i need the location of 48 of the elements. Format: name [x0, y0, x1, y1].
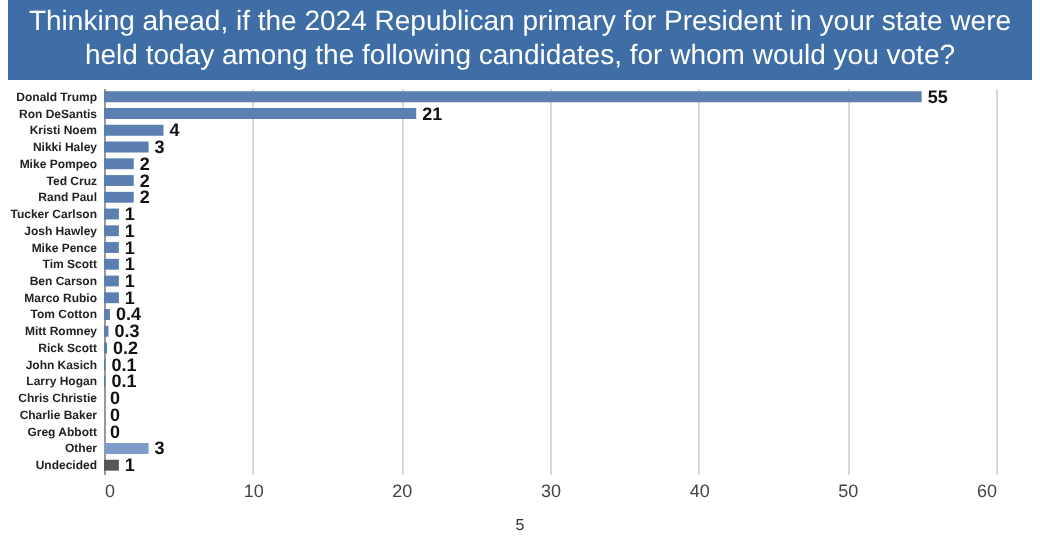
- x-tick-label: 50: [838, 481, 859, 501]
- bar: [104, 191, 134, 203]
- bar: [104, 242, 119, 253]
- bar: [104, 108, 417, 119]
- bar: [104, 459, 119, 471]
- x-tick-label: 10: [243, 481, 264, 501]
- data-label: 2: [139, 170, 150, 191]
- chart-title: Thinking ahead, if the 2024 Republican primary for President in your state were held today among the following candidates, for whom would you vote?: [8, 0, 1032, 80]
- data-label: 1: [124, 220, 135, 241]
- data-label: 0.3: [114, 321, 140, 342]
- bar: [104, 225, 119, 237]
- data-label: 0.2: [112, 337, 138, 358]
- bar: [104, 141, 149, 153]
- data-label: 0: [110, 404, 121, 425]
- data-label: 0.4: [115, 304, 141, 325]
- data-label: 3: [154, 137, 165, 158]
- data-label: 0: [110, 421, 121, 442]
- x-tick-label: 40: [689, 481, 710, 501]
- bar: [104, 258, 119, 270]
- data-label: 2: [139, 187, 150, 208]
- text: 5: [513, 516, 527, 534]
- data-label: 2: [139, 153, 150, 174]
- x-tick-label: 30: [540, 481, 562, 501]
- data-label: 4: [169, 120, 180, 141]
- data-label: 55: [927, 86, 948, 107]
- x-tick-label: 0: [105, 481, 116, 501]
- x-tick-label: 60: [976, 481, 997, 501]
- bar: [104, 175, 134, 186]
- data-label: 0.1: [111, 371, 137, 392]
- bar: [104, 443, 149, 454]
- bar: [104, 158, 134, 170]
- data-label: 1: [124, 455, 135, 476]
- data-label: 1: [124, 254, 135, 275]
- data-label: 1: [124, 204, 135, 225]
- data-label: 1: [124, 271, 135, 291]
- bar: [104, 91, 922, 103]
- bar: [104, 124, 164, 136]
- data-label: 1: [124, 287, 135, 308]
- bar: [104, 292, 119, 304]
- x-tick-label: 20: [392, 481, 413, 501]
- data-label: 0.1: [111, 354, 137, 375]
- bar: [104, 208, 119, 220]
- data-label: 3: [154, 438, 165, 459]
- data-label: 1: [124, 237, 135, 258]
- data-label: 0: [110, 388, 121, 409]
- bar: [104, 309, 110, 320]
- bar: [104, 275, 119, 287]
- data-label: 21: [422, 103, 443, 124]
